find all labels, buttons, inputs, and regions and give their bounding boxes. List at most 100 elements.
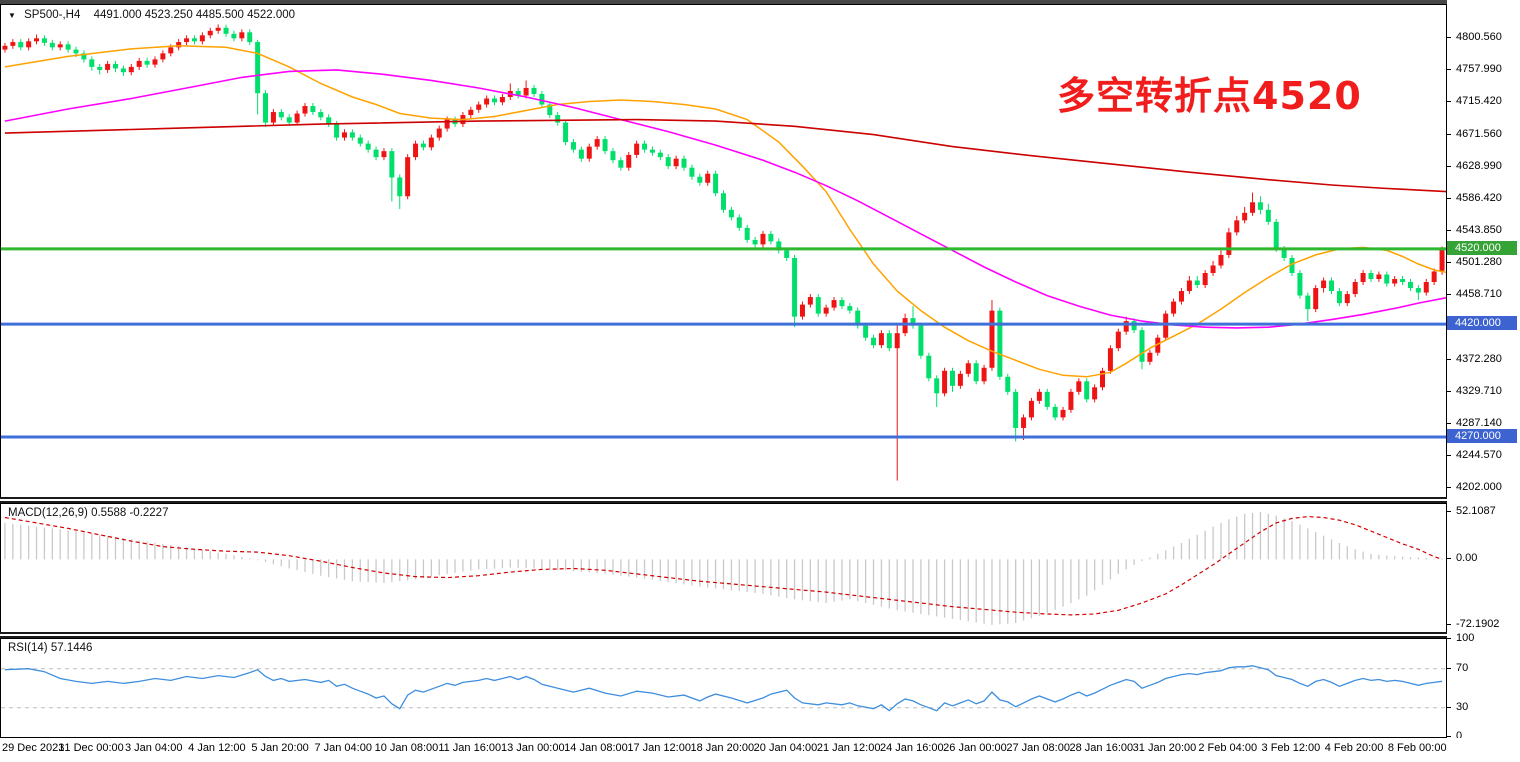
y-axis-label: 70: [1456, 662, 1469, 674]
bear-candle: [649, 149, 655, 153]
x-axis-label: 20 Jan 04:00: [753, 742, 818, 754]
bull-candle: [1360, 273, 1366, 283]
bull-candle: [476, 104, 482, 110]
bull-candle: [136, 60, 142, 67]
bear-candle: [997, 310, 1003, 377]
bear-candle: [231, 33, 237, 39]
bear-candle: [570, 142, 576, 150]
bear-candle: [855, 310, 861, 326]
bull-candle: [673, 158, 679, 167]
bull-candle: [1423, 282, 1429, 293]
y-axis-label: 4372.280: [1456, 353, 1502, 365]
bear-candle: [721, 193, 726, 210]
bear-candle: [1194, 280, 1200, 286]
bear-candle: [1368, 273, 1374, 280]
macd-name: MACD(12,26,9): [8, 507, 88, 519]
bear-candle: [144, 60, 150, 65]
axis-tick: [1447, 423, 1451, 424]
bear-candle: [326, 117, 332, 125]
bear-candle: [492, 98, 498, 103]
bear-candle: [73, 49, 79, 54]
bull-candle: [1250, 202, 1256, 213]
y-axis-label: 4671.560: [1456, 128, 1502, 140]
axis-tick: [1447, 262, 1451, 263]
bull-candle: [152, 59, 158, 65]
rsi-indicator-panel[interactable]: RSI(14) 57.1446: [0, 638, 1447, 738]
bear-candle: [334, 124, 340, 138]
bull-candle: [894, 333, 900, 349]
axis-tick: [1447, 359, 1451, 360]
bear-candle: [349, 132, 355, 138]
y-axis-label: 4458.710: [1456, 288, 1502, 300]
y-axis-label: 4543.850: [1456, 224, 1502, 236]
bull-candle: [1028, 400, 1034, 418]
bear-candle: [792, 257, 798, 317]
x-axis-label: 13 Jan 00:00: [500, 742, 565, 754]
bull-candle: [302, 106, 308, 114]
x-axis-label: 7 Jan 04:00: [314, 742, 372, 754]
bull-candle: [1163, 313, 1169, 338]
macd-indicator-panel[interactable]: MACD(12,26,9) 0.5588 -0.2227: [0, 503, 1447, 633]
time-axis[interactable]: 29 Dec 2021 31 Dec 00:00 3 Jan 04:00 4 Jan …: [0, 738, 1520, 762]
panel-divider[interactable]: [0, 632, 1520, 638]
bear-candle: [1265, 209, 1271, 222]
bear-candle: [713, 173, 719, 194]
rsi-label: RSI(14) 57.1446: [8, 642, 92, 654]
bear-candle: [65, 44, 71, 50]
rsi-value: 57.1446: [50, 642, 93, 654]
bear-candle: [531, 87, 537, 94]
bull-candle: [831, 300, 837, 308]
y-axis-label: 4501.280: [1456, 256, 1502, 268]
chart-title: ▼ SP500-,H4 4491.000 4523.250 4485.500 4…: [8, 9, 295, 21]
annotation-text[interactable]: 多空转折点4520: [1057, 74, 1362, 118]
axis-tick: [1447, 101, 1451, 102]
y-axis-label: 0.00: [1456, 552, 1478, 564]
bull-candle: [1115, 331, 1121, 349]
price-chart-panel[interactable]: ▼ SP500-,H4 4491.000 4523.250 4485.500 4…: [0, 4, 1447, 498]
bear-candle: [784, 250, 790, 258]
bear-candle: [926, 355, 932, 379]
x-axis-label: 2 Feb 04:00: [1198, 742, 1258, 754]
rsi-line: [4, 665, 1443, 712]
bear-candle: [1407, 282, 1413, 289]
x-axis-label: 27 Jan 08:00: [1006, 742, 1070, 754]
symbol-timeframe: SP500-,H4: [24, 9, 81, 21]
bull-candle: [1376, 274, 1382, 280]
bear-candle: [49, 42, 55, 48]
bear-candle: [1131, 321, 1137, 331]
axis-tick: [1447, 134, 1451, 135]
bull-candle: [294, 113, 300, 123]
bull-candle: [902, 318, 908, 334]
axis-tick: [1447, 455, 1451, 456]
panel-divider[interactable]: [0, 497, 1520, 503]
bear-candle: [602, 139, 608, 152]
axis-tick: [1447, 198, 1451, 199]
bear-candle: [191, 38, 197, 42]
macd-values: 0.5588 -0.2227: [91, 507, 169, 519]
bear-candle: [1400, 279, 1406, 283]
rsi-chart[interactable]: [1, 639, 1446, 737]
bull-candle: [105, 63, 111, 70]
bear-candle: [918, 325, 924, 356]
bull-candle: [799, 304, 805, 317]
y-axis-label: 4586.420: [1456, 192, 1502, 204]
bull-candle: [176, 42, 182, 48]
bull-candle: [1352, 282, 1358, 295]
bear-candle: [665, 157, 671, 167]
candlestick-chart[interactable]: [1, 5, 1446, 497]
bear-candle: [1273, 221, 1279, 249]
price-axis[interactable]: 4800.560 4757.990 4715.420 4671.560 4628.990…: [1447, 0, 1520, 762]
bull-candle: [878, 333, 884, 346]
bull-candle: [239, 32, 245, 39]
bull-candle: [1202, 273, 1208, 286]
bear-candle: [41, 38, 47, 43]
chevron-down-icon[interactable]: ▼: [8, 11, 16, 20]
macd-chart[interactable]: [1, 504, 1446, 632]
bear-candle: [286, 117, 292, 123]
axis-tick: [1447, 511, 1451, 512]
bear-candle: [689, 167, 695, 177]
x-axis-label: 28 Jan 16:00: [1069, 742, 1134, 754]
bull-candle: [807, 297, 813, 305]
bear-candle: [768, 233, 774, 242]
y-axis-label: 100: [1456, 632, 1475, 644]
